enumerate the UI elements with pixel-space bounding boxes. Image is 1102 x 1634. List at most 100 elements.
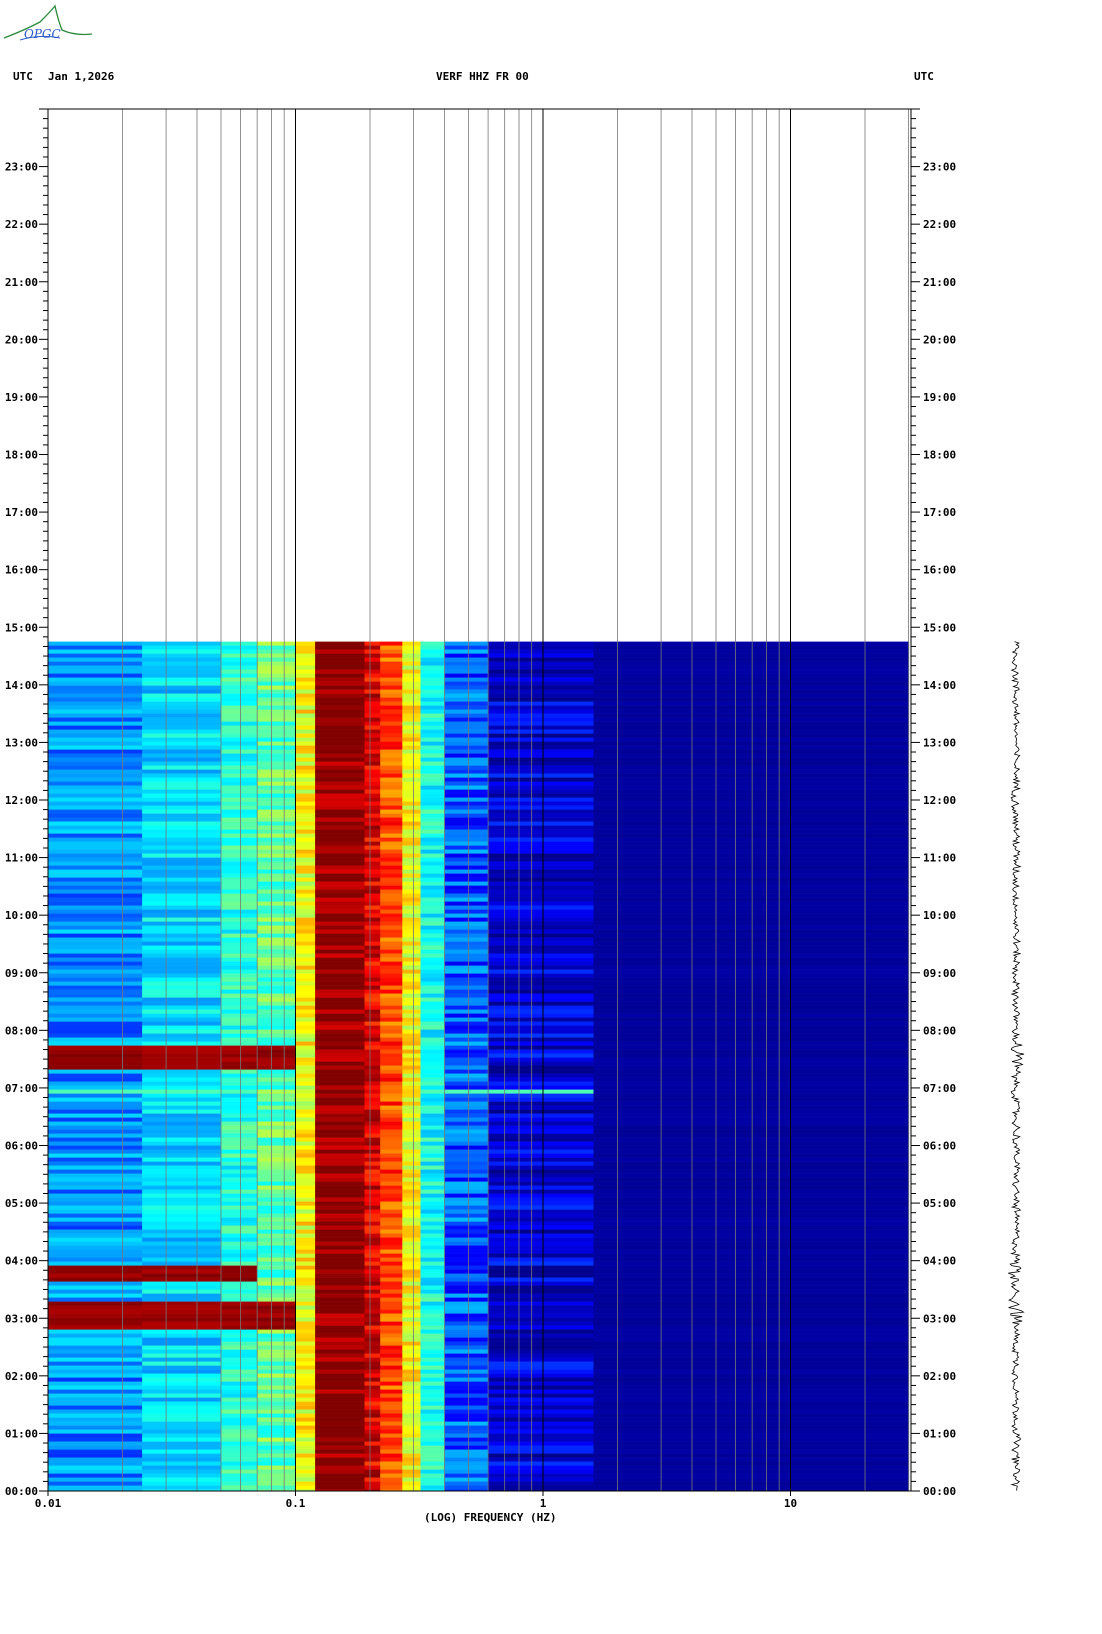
heat-cell	[295, 1057, 316, 1062]
heat-cell	[444, 1485, 489, 1490]
heat-cell	[315, 1257, 365, 1262]
heat-cell	[221, 725, 258, 730]
heat-cell	[257, 1369, 296, 1374]
heat-cell	[380, 809, 403, 814]
heat-cell	[257, 797, 296, 802]
heat-cell	[380, 921, 403, 926]
heat-cell	[444, 645, 489, 650]
heat-cell	[142, 941, 222, 946]
heat-cell	[593, 693, 910, 698]
heat-cell	[420, 1081, 445, 1086]
heat-cell	[221, 1313, 258, 1318]
heat-cell	[444, 969, 489, 974]
heat-cell	[257, 881, 296, 886]
heat-cell	[295, 881, 316, 886]
heat-cell	[257, 1429, 296, 1434]
heat-cell	[420, 1117, 445, 1122]
heat-cell	[402, 745, 422, 750]
heat-cell	[593, 1101, 910, 1106]
heat-cell	[593, 1177, 910, 1182]
heat-cell	[420, 1093, 445, 1098]
heat-cell	[488, 1297, 594, 1302]
heat-cell	[142, 853, 222, 858]
heat-cell	[221, 1441, 258, 1446]
heat-cell	[315, 1333, 365, 1338]
heat-cell	[402, 929, 422, 934]
heat-cell	[364, 1209, 381, 1214]
heat-cell	[380, 1249, 403, 1254]
heat-cell	[364, 1005, 381, 1010]
heat-cell	[48, 1057, 143, 1062]
heat-cell	[444, 1041, 489, 1046]
heat-cell	[593, 829, 910, 834]
heat-cell	[420, 921, 445, 926]
heat-cell	[48, 905, 143, 910]
heat-cell	[48, 1433, 143, 1438]
heat-cell	[593, 965, 910, 970]
heat-cell	[221, 1285, 258, 1290]
heat-cell	[402, 1173, 422, 1178]
heat-cell	[444, 1437, 489, 1442]
heat-cell	[221, 977, 258, 982]
heat-cell	[221, 1265, 258, 1270]
heat-cell	[364, 765, 381, 770]
heat-cell	[488, 805, 594, 810]
heat-cell	[48, 1205, 143, 1210]
heat-cell	[315, 1313, 365, 1318]
heat-cell	[380, 977, 403, 982]
heat-cell	[593, 733, 910, 738]
y-tick-label-right: 23:00	[923, 161, 956, 174]
heat-cell	[315, 729, 365, 734]
heat-cell	[420, 1241, 445, 1246]
heat-cell	[593, 1029, 910, 1034]
heat-cell	[380, 1429, 403, 1434]
heat-cell	[315, 661, 365, 666]
heat-cell	[593, 1069, 910, 1074]
heat-cell	[488, 1057, 594, 1062]
heat-cell	[593, 713, 910, 718]
heat-cell	[444, 921, 489, 926]
heat-cell	[295, 1441, 316, 1446]
heat-cell	[488, 985, 594, 990]
heat-cell	[142, 1117, 222, 1122]
heat-cell	[420, 821, 445, 826]
heat-cell	[380, 1417, 403, 1422]
heat-cell	[221, 1165, 258, 1170]
heat-cell	[315, 1193, 365, 1198]
heat-cell	[402, 969, 422, 974]
heat-cell	[221, 1189, 258, 1194]
heat-cell	[420, 1061, 445, 1066]
heat-cell	[488, 1213, 594, 1218]
heat-cell	[402, 1113, 422, 1118]
heat-cell	[593, 1165, 910, 1170]
heat-cell	[142, 1041, 222, 1046]
heat-cell	[48, 1421, 143, 1426]
heat-cell	[444, 1065, 489, 1070]
heat-cell	[593, 1345, 910, 1350]
heat-cell	[221, 741, 258, 746]
heat-cell	[315, 1053, 365, 1058]
heat-cell	[315, 653, 365, 658]
heat-cell	[221, 1153, 258, 1158]
heat-cell	[48, 1273, 143, 1278]
heat-cell	[444, 825, 489, 830]
heat-cell	[257, 1365, 296, 1370]
heat-cell	[444, 693, 489, 698]
heat-cell	[402, 1417, 422, 1422]
heat-cell	[364, 777, 381, 782]
heat-cell	[221, 653, 258, 658]
heat-cell	[593, 1445, 910, 1450]
heat-cell	[444, 1417, 489, 1422]
heat-cell	[364, 1177, 381, 1182]
heat-cell	[364, 1441, 381, 1446]
heat-cell	[444, 953, 489, 958]
heat-cell	[142, 1277, 222, 1282]
heat-cell	[364, 1149, 381, 1154]
heat-cell	[380, 833, 403, 838]
heat-cell	[257, 905, 296, 910]
heat-cell	[295, 977, 316, 982]
heat-cell	[257, 1317, 296, 1322]
heat-cell	[593, 849, 910, 854]
heat-cell	[257, 757, 296, 762]
heat-cell	[221, 793, 258, 798]
